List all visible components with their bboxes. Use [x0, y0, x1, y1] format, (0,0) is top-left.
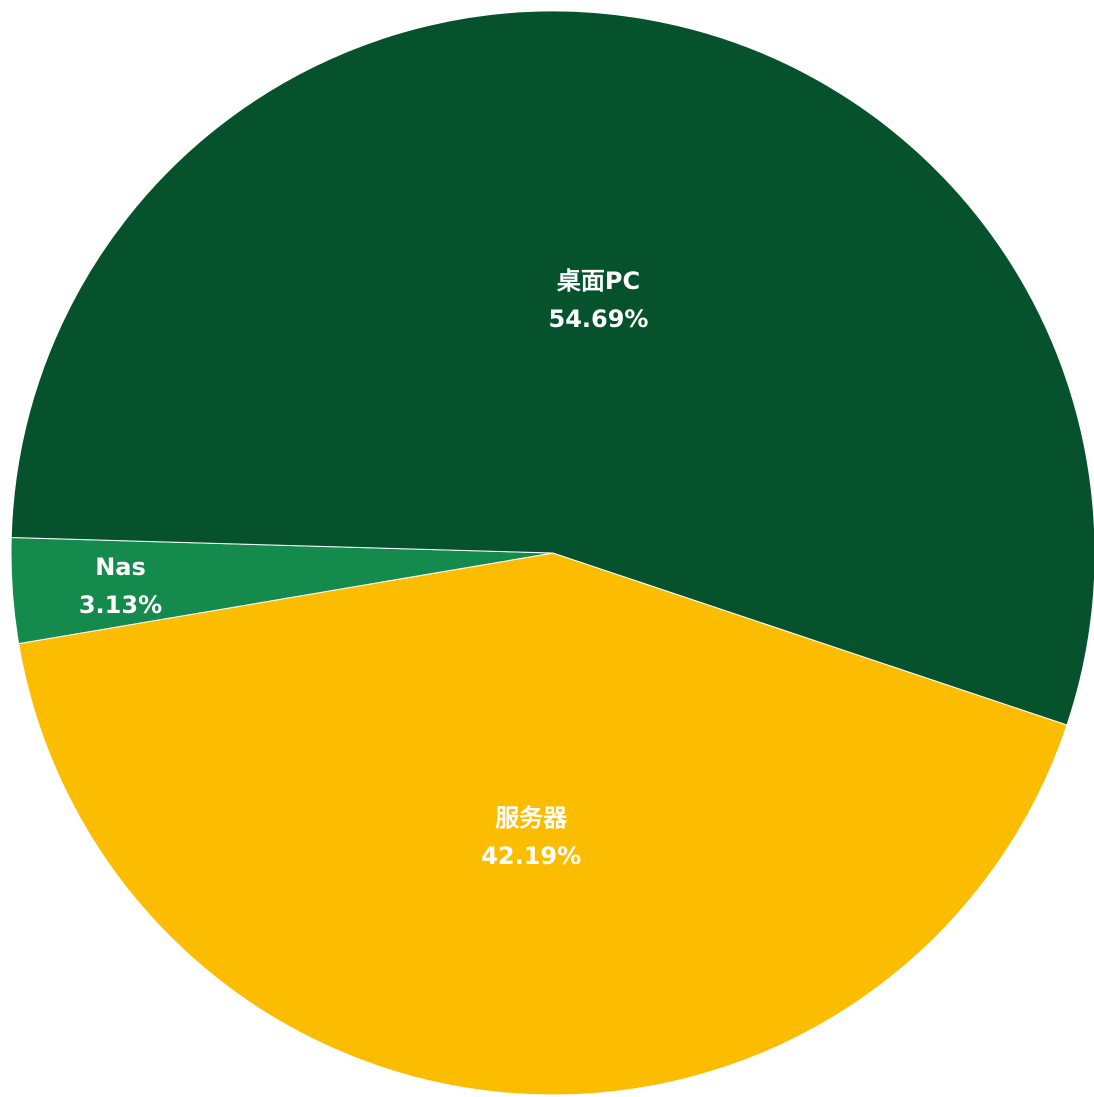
- pie-slice-0: [10, 10, 1094, 726]
- pie-slices: [10, 10, 1094, 1096]
- pie-labels: 服务器 42.19% Nas 3.13% 桌面PC 54.69%: [79, 267, 649, 870]
- slice-percent-label: 42.19%: [481, 842, 581, 870]
- slice-category-label: 桌面PC: [557, 267, 640, 295]
- pie-slice-1: [18, 552, 1068, 1096]
- slice-category-label: Nas: [95, 553, 146, 581]
- slice-percent-label: 3.13%: [79, 591, 162, 619]
- slice-percent-label: 54.69%: [549, 305, 649, 333]
- slice-category-label: 服务器: [495, 804, 568, 832]
